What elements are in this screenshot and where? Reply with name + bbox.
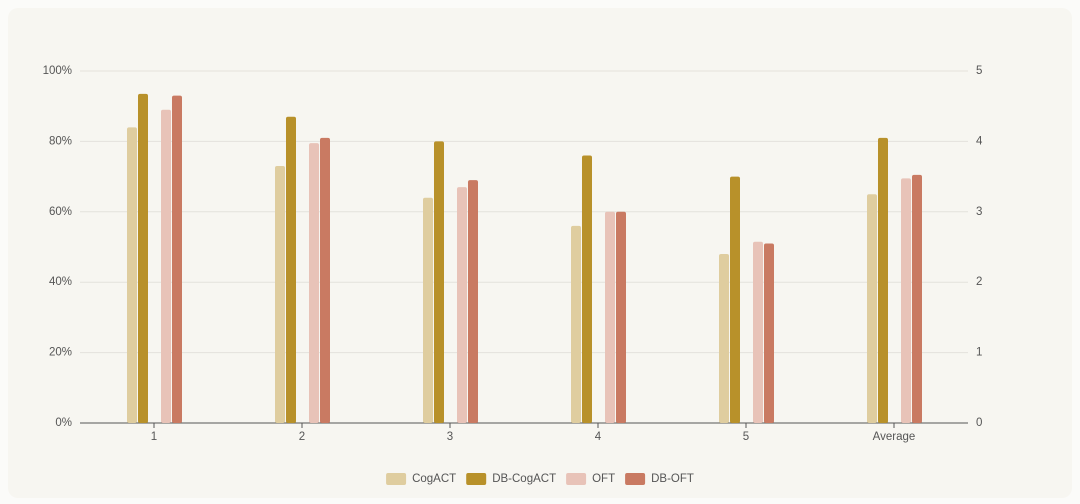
bar bbox=[138, 93, 148, 423]
x-tick-label: 5 bbox=[743, 431, 749, 443]
bar bbox=[753, 241, 763, 423]
y2-tick-label: 1 bbox=[976, 347, 982, 359]
legend-label: DB-CogACT bbox=[492, 473, 556, 485]
bar bbox=[912, 174, 922, 423]
legend-label: CogACT bbox=[412, 473, 456, 485]
y2-tick-label: 2 bbox=[976, 276, 982, 288]
bar bbox=[434, 141, 444, 423]
x-tick-label: 2 bbox=[299, 431, 305, 443]
y-tick-label: 40% bbox=[49, 276, 72, 288]
bar bbox=[730, 176, 740, 423]
bar bbox=[901, 178, 911, 423]
bar bbox=[616, 211, 626, 423]
y2-tick-label: 3 bbox=[976, 206, 982, 218]
bar bbox=[161, 109, 171, 423]
x-tick-label: 1 bbox=[151, 431, 157, 443]
bar bbox=[719, 254, 729, 423]
chart-panel bbox=[8, 8, 1072, 498]
bar bbox=[878, 137, 888, 423]
y-tick-label: 60% bbox=[49, 206, 72, 218]
y2-tick-label: 0 bbox=[976, 417, 982, 429]
bar bbox=[309, 143, 319, 423]
bar bbox=[423, 197, 433, 423]
legend-swatch bbox=[566, 473, 587, 485]
legend-swatch bbox=[386, 473, 407, 485]
y-tick-label: 80% bbox=[49, 135, 72, 147]
y-tick-label: 100% bbox=[43, 65, 72, 77]
bar bbox=[127, 127, 137, 423]
bar bbox=[468, 180, 478, 423]
y2-tick-label: 5 bbox=[976, 65, 982, 77]
y-tick-label: 0% bbox=[55, 417, 72, 429]
bar bbox=[457, 187, 467, 423]
bar bbox=[582, 155, 592, 424]
bar bbox=[286, 116, 296, 423]
y-tick-label: 20% bbox=[49, 347, 72, 359]
legend-swatch bbox=[625, 473, 646, 485]
legend-label: OFT bbox=[592, 473, 615, 485]
bar bbox=[172, 95, 182, 423]
bar bbox=[764, 243, 774, 423]
bar bbox=[275, 166, 285, 424]
legend-swatch bbox=[466, 473, 487, 485]
bar bbox=[571, 225, 581, 423]
bar bbox=[867, 194, 877, 423]
bar bbox=[320, 137, 330, 423]
bar bbox=[605, 211, 615, 423]
x-tick-label: 3 bbox=[447, 431, 453, 443]
x-tick-label: 4 bbox=[595, 431, 602, 443]
y2-tick-label: 4 bbox=[976, 135, 983, 147]
x-tick-label: Average bbox=[873, 431, 916, 443]
legend-label: DB-OFT bbox=[651, 473, 694, 485]
